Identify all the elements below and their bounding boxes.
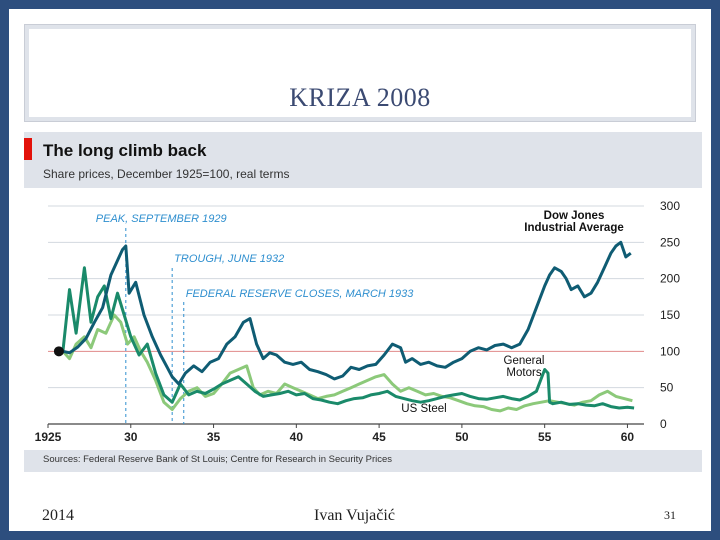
x-tick-label: 1925 [35,430,62,444]
series-label: Industrial Average [524,222,624,234]
y-tick-label: 250 [660,235,680,249]
footer-author: Ivan Vujačić [314,507,395,524]
chart-source: Sources: Federal Reserve Bank of St Loui… [43,454,393,465]
x-tick-label: 50 [455,430,469,444]
series-label: General [504,355,545,367]
slide-title-box: KRIZA 2008 [24,24,696,122]
start-point-marker [53,346,64,357]
chart-source-bar: Sources: Federal Reserve Bank of St Loui… [24,450,702,472]
y-tick-label: 200 [660,272,680,286]
x-tick-label: 55 [538,430,552,444]
series-line-general-motors [61,266,635,410]
y-tick-label: 0 [660,417,667,431]
chart-header: The long climb back Share prices, Decemb… [24,132,702,188]
chart-panel: The long climb back Share prices, Decemb… [24,132,702,472]
x-tick-label: 40 [290,430,304,444]
chart-subtitle: Share prices, December 1925=100, real te… [43,167,290,181]
y-tick-label: 100 [660,344,680,358]
page-number: 31 [664,508,676,522]
x-tick-label: 45 [372,430,386,444]
x-tick-label: 30 [124,430,138,444]
chart-accent-tag [24,138,32,160]
footer-year: 2014 [42,507,74,524]
series-label: Dow Jones [544,210,605,222]
line-chart: 0 50 100 150 200 250 300 1925 30 35 40 45 50 55 60 PEAK… [35,199,681,444]
x-tick-label: 35 [207,430,221,444]
chart-title: The long climb back [43,141,207,160]
y-tick-label: 300 [660,199,680,213]
event-annotation: PEAK, SEPTEMBER 1929 [96,213,227,225]
x-tick-label: 60 [621,430,635,444]
slide-title: KRIZA 2008 [289,83,431,112]
series-line-dow-jones-industrial-average [62,240,632,386]
series-line-us-steel [61,313,633,413]
series-label: Motors [506,367,541,379]
y-tick-label: 50 [660,381,674,395]
series-label: US Steel [401,403,446,415]
event-annotation: TROUGH, JUNE 1932 [174,253,284,265]
event-annotation: FEDERAL RESERVE CLOSES, MARCH 1933 [186,288,415,300]
y-tick-label: 150 [660,308,680,322]
